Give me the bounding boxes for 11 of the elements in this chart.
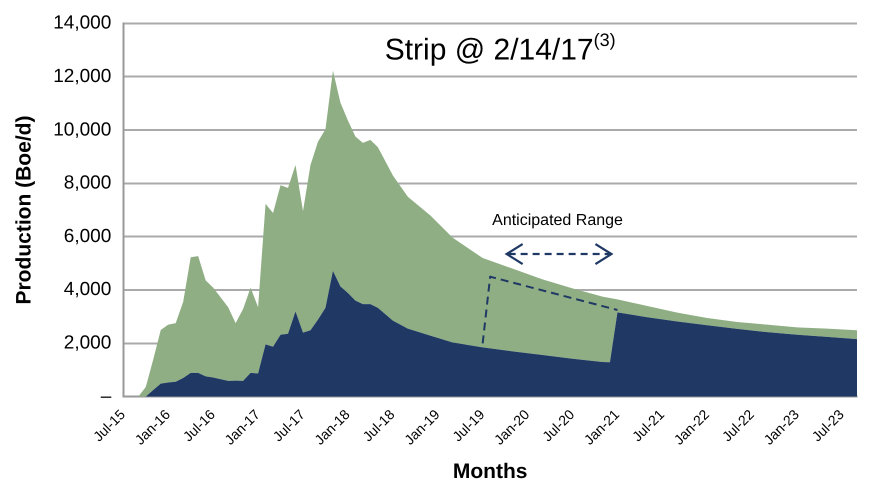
y-tick-label: 8,000 (64, 172, 112, 194)
y-tick-label: 10,000 (53, 119, 112, 140)
y-tick-label: 14,000 (53, 12, 112, 34)
y-tick-label: 2,000 (64, 332, 112, 354)
y-tick-label: 12,000 (53, 66, 112, 87)
y-tick-label: 4,000 (64, 279, 112, 300)
y-tick-label: 6,000 (64, 226, 112, 247)
y-tick-label: – (100, 386, 112, 407)
annotation: Anticipated Range (492, 212, 624, 230)
y-axis-title: Production (Boe/d) (12, 116, 36, 305)
x-axis-title: Months (452, 460, 528, 484)
